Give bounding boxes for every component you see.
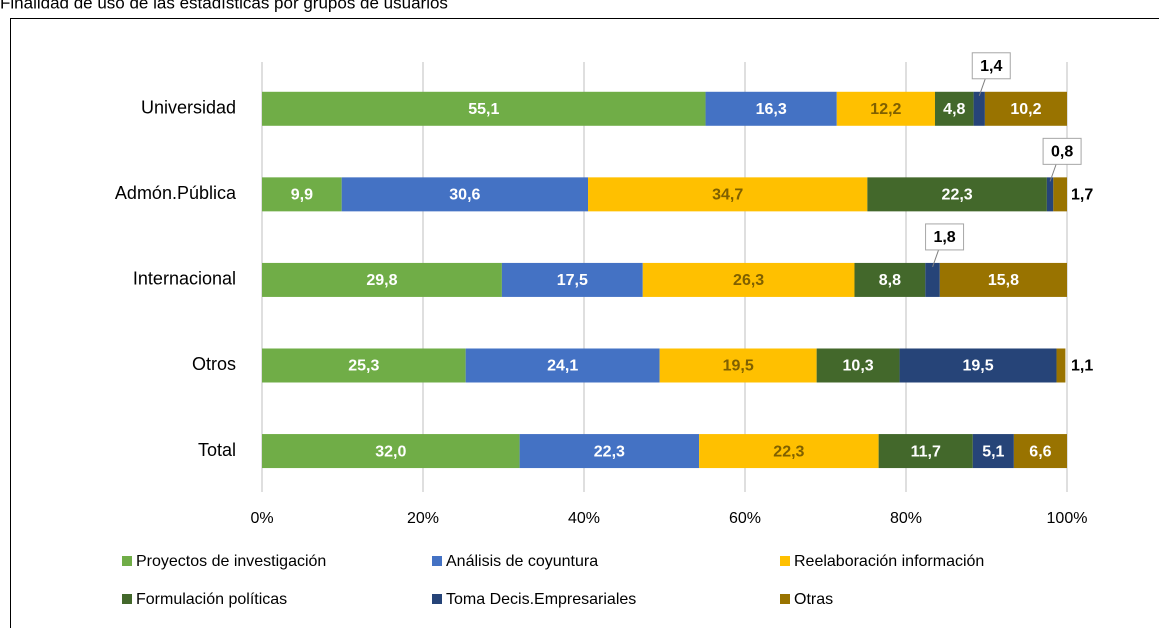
data-label: 26,3 bbox=[733, 272, 764, 289]
bar-segment bbox=[972, 434, 1014, 469]
bar-segment bbox=[854, 262, 926, 297]
bar-segment bbox=[262, 262, 502, 297]
data-label: 29,8 bbox=[366, 272, 397, 289]
bar-segment bbox=[1013, 434, 1067, 469]
x-tick-label: 20% bbox=[407, 510, 439, 527]
data-label: 1,1 bbox=[1071, 358, 1093, 375]
data-label: 55,1 bbox=[468, 101, 499, 118]
data-label: 19,5 bbox=[723, 358, 754, 375]
legend-label: Formulación políticas bbox=[136, 591, 287, 608]
x-tick-label: 40% bbox=[568, 510, 600, 527]
leader-line bbox=[1049, 164, 1057, 182]
legend-label: Análisis de coyuntura bbox=[446, 553, 598, 570]
data-label: 9,9 bbox=[291, 187, 313, 204]
legend-swatch bbox=[780, 594, 790, 604]
legend-swatch bbox=[122, 556, 132, 566]
bar-segment bbox=[519, 434, 700, 469]
legend-label: Toma Decis.Empresariales bbox=[446, 591, 636, 608]
bar-segment bbox=[1056, 348, 1066, 383]
bar-segment bbox=[1053, 177, 1067, 212]
data-label: 10,3 bbox=[843, 358, 874, 375]
bar-segment bbox=[262, 434, 520, 469]
y-tick-label: Internacional bbox=[133, 269, 236, 289]
data-label: 22,3 bbox=[594, 443, 625, 460]
data-label: 22,3 bbox=[773, 443, 804, 460]
data-label: 1,8 bbox=[933, 229, 955, 246]
data-label: 24,1 bbox=[547, 358, 578, 375]
bar-segment bbox=[934, 91, 974, 126]
bar-segment bbox=[659, 348, 817, 383]
bar-segment bbox=[465, 348, 660, 383]
bar-segment bbox=[836, 91, 935, 126]
bar-segment bbox=[262, 348, 466, 383]
bar-segment bbox=[867, 177, 1047, 212]
bar-segment bbox=[925, 262, 940, 297]
bar-segment bbox=[501, 262, 643, 297]
bar-segment bbox=[878, 434, 973, 469]
legend-swatch bbox=[122, 594, 132, 604]
y-tick-label: Otros bbox=[192, 354, 236, 374]
bar-segment bbox=[1046, 177, 1054, 212]
data-label: 5,1 bbox=[982, 443, 1004, 460]
callout-box bbox=[1042, 137, 1082, 165]
data-label: 19,5 bbox=[962, 358, 993, 375]
data-label: 22,3 bbox=[942, 187, 973, 204]
legend-label: Otras bbox=[794, 591, 833, 608]
data-label: 1,4 bbox=[980, 58, 1002, 75]
data-label: 25,3 bbox=[348, 358, 379, 375]
data-label: 30,6 bbox=[449, 187, 480, 204]
bar-segment bbox=[973, 91, 985, 126]
y-tick-label: Total bbox=[198, 440, 236, 460]
legend-swatch bbox=[432, 594, 442, 604]
leader-line bbox=[932, 249, 940, 268]
bar-segment bbox=[705, 91, 837, 126]
data-label: 6,6 bbox=[1029, 443, 1051, 460]
bar-segment bbox=[642, 262, 855, 297]
data-label: 10,2 bbox=[1010, 101, 1041, 118]
leader-line bbox=[978, 78, 986, 96]
x-tick-label: 60% bbox=[729, 510, 761, 527]
data-label: 16,3 bbox=[756, 101, 787, 118]
x-tick-label: 80% bbox=[890, 510, 922, 527]
y-tick-label: Admón.Pública bbox=[115, 183, 237, 203]
data-label: 17,5 bbox=[557, 272, 588, 289]
bar-segment bbox=[262, 91, 706, 126]
x-tick-label: 0% bbox=[250, 510, 273, 527]
legend-swatch bbox=[780, 556, 790, 566]
bar-segment bbox=[984, 91, 1067, 126]
data-label: 0,8 bbox=[1051, 144, 1073, 161]
bar-segment bbox=[262, 177, 342, 212]
bar-segment bbox=[341, 177, 589, 212]
legend-swatch bbox=[432, 556, 442, 566]
data-label: 11,7 bbox=[911, 443, 941, 460]
callout-box bbox=[925, 223, 965, 251]
data-label: 12,2 bbox=[870, 101, 901, 118]
data-label: 8,8 bbox=[879, 272, 901, 289]
bar-segment bbox=[939, 262, 1067, 297]
chart-title: Finalidad de uso de las estadísticas por… bbox=[0, 0, 448, 12]
callout-box bbox=[971, 52, 1011, 80]
y-tick-label: Universidad bbox=[141, 98, 236, 118]
x-tick-label: 100% bbox=[1047, 510, 1088, 527]
bar-segment bbox=[899, 348, 1057, 383]
legend-label: Proyectos de investigación bbox=[136, 553, 326, 570]
data-label: 1,7 bbox=[1071, 187, 1093, 204]
bar-segment bbox=[816, 348, 900, 383]
data-label: 4,8 bbox=[943, 101, 965, 118]
bar-segment bbox=[699, 434, 879, 469]
data-label: 15,8 bbox=[988, 272, 1019, 289]
legend-label: Reelaboración información bbox=[794, 553, 984, 570]
data-label: 34,7 bbox=[712, 187, 743, 204]
bar-segment bbox=[588, 177, 868, 212]
data-label: 32,0 bbox=[375, 443, 406, 460]
